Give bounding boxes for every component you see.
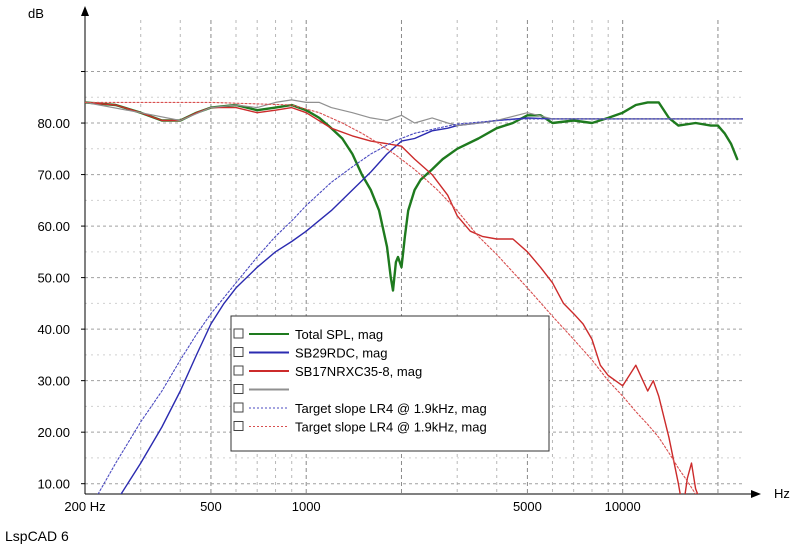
legend-label: SB17NRXC35-8, mag: [295, 364, 422, 379]
y-tick-label: 40.00: [37, 322, 70, 337]
legend-checkbox: [233, 328, 244, 339]
axes-layer: [81, 6, 761, 498]
y-tick-label: 60.00: [37, 219, 70, 234]
y-axis-arrow: [81, 6, 89, 16]
y-tick-label: 20.00: [37, 425, 70, 440]
y-tick-label: 10.00: [37, 477, 70, 492]
series-line: [85, 101, 697, 494]
legend-label: Target slope LR4 @ 1.9kHz, mag: [295, 420, 487, 435]
legend-checkbox: [233, 347, 244, 357]
y-axis-label: dB: [28, 6, 44, 21]
legend-label: Target slope LR4 @ 1.9kHz, mag: [295, 401, 487, 416]
series-line: [85, 99, 743, 127]
x-axis-arrow: [751, 490, 761, 498]
series-line: [97, 118, 743, 494]
app-name-label: LspCAD 6: [5, 528, 69, 544]
x-axis-label: Hz: [774, 486, 790, 501]
legend-label: Total SPL, mag: [295, 327, 383, 342]
x-tick-label: 5000: [513, 499, 542, 514]
legend-box: [230, 315, 550, 452]
series-line: [85, 101, 739, 292]
series-line: [85, 101, 699, 494]
x-tick-label: 10000: [605, 499, 641, 514]
legend: Total SPL, mag SB29RDC, mag SB17NRXC35-8, …: [230, 315, 550, 452]
legend-checkbox: [233, 384, 244, 394]
x-tick-label: 200 Hz: [64, 499, 105, 514]
y-tick-label: 70.00: [37, 168, 70, 183]
series-layer: [85, 99, 743, 494]
x-tick-label: 1000: [292, 499, 321, 514]
legend-checkbox: [233, 365, 244, 376]
series-line: [120, 117, 743, 494]
x-tick-label: 500: [200, 499, 222, 514]
y-tick-label: 80.00: [37, 116, 70, 131]
legend-checkbox: [233, 402, 244, 413]
tick-labels: 200 Hz 500 1000 5000 10000 10.00 20.00 30.00 40.…: [37, 116, 640, 514]
y-tick-label: 50.00: [37, 271, 70, 286]
legend-label: SB29RDC, mag: [295, 346, 387, 361]
legend-checkbox: [233, 421, 244, 431]
y-tick-label: 30.00: [37, 374, 70, 389]
